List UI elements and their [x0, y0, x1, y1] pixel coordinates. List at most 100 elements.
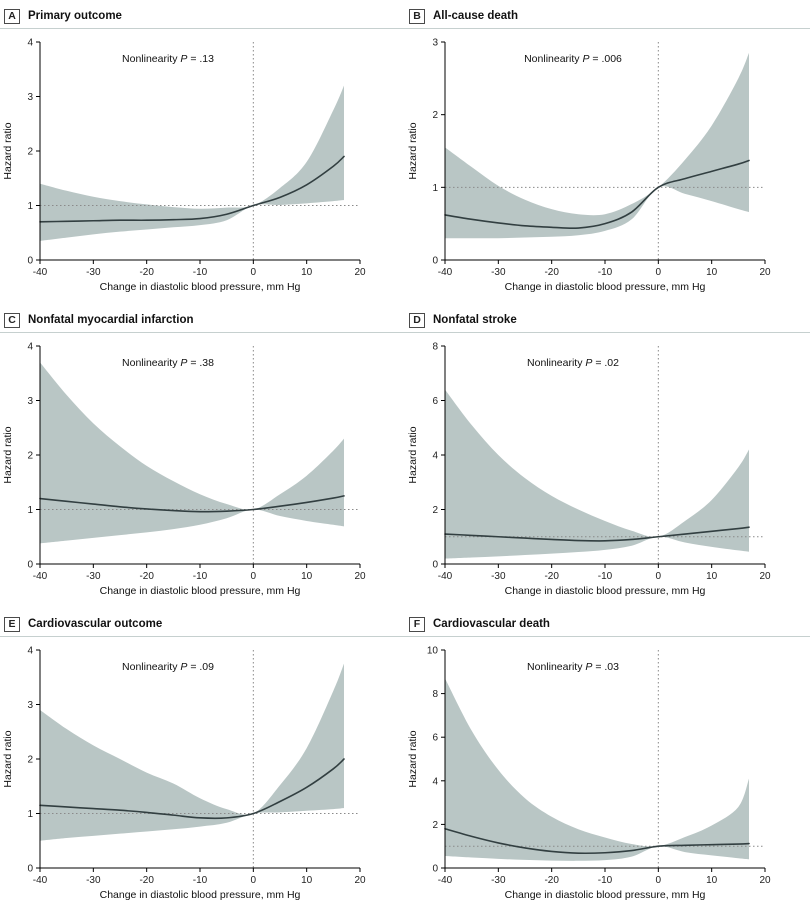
panel-header-f: F Cardiovascular death [409, 614, 810, 634]
y-tick-label: 2 [432, 505, 438, 516]
x-tick-label: 0 [656, 571, 662, 582]
hazard-ratio-line [39, 155, 345, 223]
x-tick-label: -30 [491, 571, 506, 582]
x-tick-label: -10 [193, 267, 208, 278]
panel-title-a: Primary outcome [28, 10, 122, 22]
y-tick-label: 4 [432, 451, 438, 462]
y-tick-label: 0 [27, 256, 33, 267]
y-tick-label: 8 [432, 342, 438, 353]
y-tick-label: 10 [427, 646, 439, 657]
y-tick-label: 2 [27, 451, 33, 462]
panel-f: F Cardiovascular death 0 2 4 6 8 10 -40 -30 -20 -10… [405, 608, 810, 912]
panel-b: B All-cause death 0 1 2 3 -40 -30 -20 -10 0 10 20 Haz… [405, 0, 810, 304]
ci-band [445, 389, 749, 559]
y-tick-label: 2 [27, 755, 33, 766]
panel-header-d: D Nonfatal stroke [409, 310, 810, 330]
y-tick-label: 0 [27, 560, 33, 571]
x-tick-label: -20 [139, 875, 154, 886]
y-axis-label: Hazard ratio [407, 730, 419, 787]
x-tick-label: -20 [544, 571, 559, 582]
x-tick-label: -30 [86, 571, 101, 582]
chart-f: 0 2 4 6 8 10 -40 -30 -20 -10 0 10 20 Hazard ratio Chan… [405, 636, 810, 901]
x-tick-label: -10 [193, 875, 208, 886]
x-tick-label: 10 [301, 267, 313, 278]
x-tick-label: -40 [438, 571, 453, 582]
panel-d: D Nonfatal stroke 0 2 4 6 8 -40 -30 -20 -10 0 10 20 Ha… [405, 304, 810, 608]
y-tick-label: 4 [27, 342, 33, 353]
nonlinearity-annotation: Nonlinearity P = .02 [527, 357, 619, 369]
nonlinearity-annotation: Nonlinearity P = .03 [527, 661, 619, 673]
y-tick-label: 1 [432, 183, 438, 194]
x-tick-label: -30 [86, 875, 101, 886]
panel-title-e: Cardiovascular outcome [28, 618, 163, 630]
ci-band [445, 678, 749, 861]
panel-title-f: Cardiovascular death [433, 618, 550, 630]
x-tick-label: -40 [438, 267, 453, 278]
x-tick-label: 20 [759, 571, 771, 582]
y-tick-label: 2 [27, 147, 33, 158]
panel-letter-f: F [409, 616, 425, 632]
y-tick-label: 1 [27, 809, 33, 820]
hazard-ratio-line [39, 495, 345, 513]
y-tick-label: 0 [432, 256, 438, 267]
y-tick-label: 3 [27, 700, 33, 711]
x-tick-label: -20 [544, 267, 559, 278]
x-tick-label: 20 [354, 571, 366, 582]
ci-band [40, 663, 344, 841]
x-tick-label: -40 [33, 875, 48, 886]
x-axis-label: Change in diastolic blood pressure, mm H… [505, 281, 706, 293]
ci-band [445, 52, 749, 239]
panel-header-c: C Nonfatal myocardial infarction [4, 310, 405, 330]
x-tick-label: -30 [86, 267, 101, 278]
x-axis-label: Change in diastolic blood pressure, mm H… [505, 889, 706, 901]
x-tick-label: 0 [656, 267, 662, 278]
x-tick-label: 10 [706, 875, 718, 886]
y-axis-label: Hazard ratio [2, 426, 14, 483]
nonlinearity-annotation: Nonlinearity P = .38 [122, 357, 214, 369]
y-axis-label: Hazard ratio [407, 122, 419, 179]
panel-title-b: All-cause death [433, 10, 518, 22]
x-tick-label: -30 [491, 267, 506, 278]
panel-letter-a: A [4, 8, 20, 24]
y-tick-label: 3 [27, 396, 33, 407]
x-tick-label: 10 [301, 571, 313, 582]
y-tick-label: 4 [432, 776, 438, 787]
panel-title-d: Nonfatal stroke [433, 314, 517, 326]
x-tick-label: 0 [251, 267, 257, 278]
panel-letter-e: E [4, 616, 20, 632]
y-tick-label: 4 [27, 38, 33, 49]
x-tick-label: -30 [491, 875, 506, 886]
y-axis-label: Hazard ratio [407, 426, 419, 483]
x-tick-label: 20 [759, 875, 771, 886]
x-tick-label: 20 [354, 267, 366, 278]
chart-e: 0 1 2 3 4 -40 -30 -20 -10 0 10 20 Hazard ratio Change… [0, 636, 405, 901]
x-tick-label: 10 [301, 875, 313, 886]
y-tick-label: 0 [27, 864, 33, 875]
hazard-ratio-line [444, 526, 750, 542]
y-tick-label: 0 [432, 864, 438, 875]
y-tick-label: 8 [432, 689, 438, 700]
x-tick-label: 0 [656, 875, 662, 886]
y-tick-label: 3 [27, 92, 33, 103]
x-axis-label: Change in diastolic blood pressure, mm H… [100, 889, 301, 901]
x-tick-label: -10 [598, 571, 613, 582]
panel-letter-c: C [4, 312, 20, 328]
y-tick-label: 2 [432, 110, 438, 121]
nonlinearity-annotation: Nonlinearity P = .13 [122, 53, 214, 65]
chart-c: 0 1 2 3 4 -40 -30 -20 -10 0 10 20 Hazard ratio Change… [0, 332, 405, 597]
y-tick-label: 6 [432, 396, 438, 407]
nonlinearity-annotation: Nonlinearity P = .006 [524, 53, 622, 65]
y-tick-label: 4 [27, 646, 33, 657]
x-tick-label: 0 [251, 571, 257, 582]
chart-a: 0 1 2 3 4 -40 -30 -20 -10 0 10 20 Hazard ratio Change… [0, 28, 405, 293]
panel-letter-d: D [409, 312, 425, 328]
hazard-ratio-line [444, 159, 750, 230]
x-tick-label: 10 [706, 267, 718, 278]
x-tick-label: 20 [354, 875, 366, 886]
y-tick-label: 2 [432, 820, 438, 831]
y-tick-label: 6 [432, 733, 438, 744]
panel-header-e: E Cardiovascular outcome [4, 614, 405, 634]
x-tick-label: 20 [759, 267, 771, 278]
x-axis-label: Change in diastolic blood pressure, mm H… [100, 281, 301, 293]
